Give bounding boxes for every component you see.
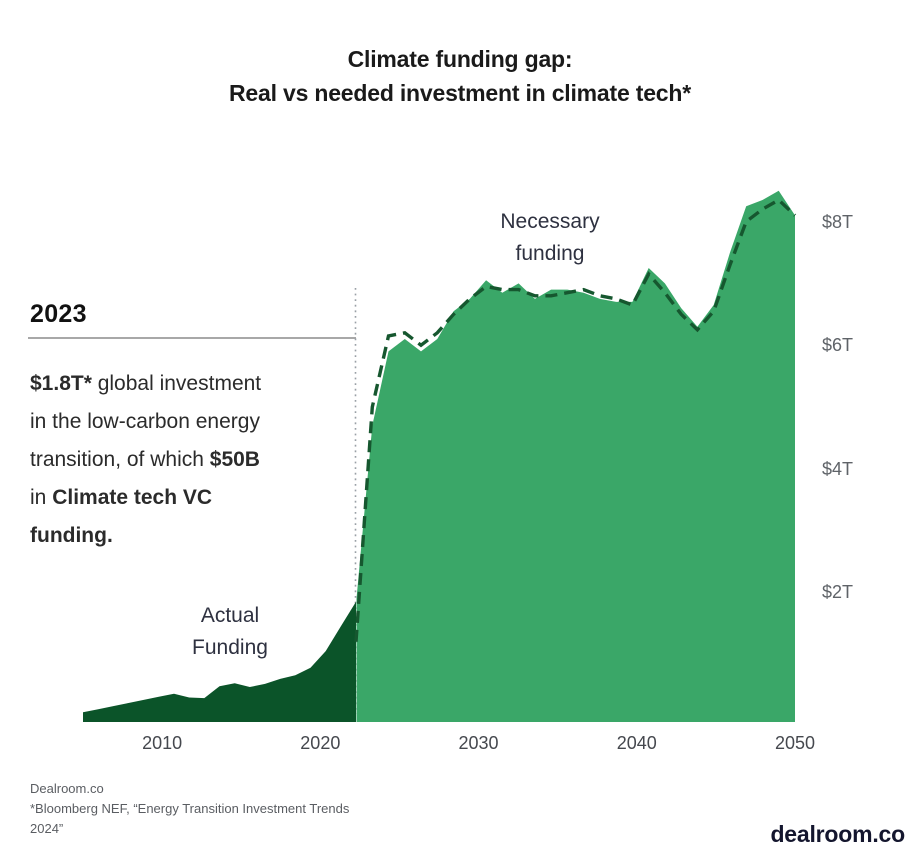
necessary-funding-label-line2: funding <box>515 242 585 265</box>
annotation-paragraph-line: in Climate tech VC <box>30 486 213 509</box>
source-footnote: Dealroom.co *Bloomberg NEF, “Energy Tran… <box>30 779 410 839</box>
source-line2: *Bloomberg NEF, “Energy Transition Inves… <box>30 801 350 816</box>
y-tick-label-6T: $6T <box>822 335 854 356</box>
annotation-paragraph-line: transition, of which $50B <box>30 448 260 471</box>
year-2023-annotation: 2023 $1.8T* global investment in the low-… <box>30 300 360 555</box>
annotation-year-heading: 2023 <box>30 300 87 328</box>
annotation-paragraph-line: $1.8T* global investment <box>30 372 262 395</box>
actual-funding-area <box>83 601 356 722</box>
y-tick-label-2T: $2T <box>822 582 854 603</box>
source-line1: Dealroom.co <box>30 781 104 796</box>
actual-funding-label-line1: Actual <box>200 604 260 627</box>
chart-title-line2: Real vs needed investment in climate tec… <box>229 80 691 106</box>
source-line3: 2024” <box>30 821 64 836</box>
annotation-paragraph: $1.8T* global investment in the low-carbo… <box>30 365 360 555</box>
actual-funding-label: Actual Funding <box>130 600 330 664</box>
chart-title-line1: Climate funding gap: <box>347 46 573 72</box>
annotation-paragraph-line: in the low-carbon energy <box>30 410 260 433</box>
x-tick-label-2010: 2010 <box>142 733 183 753</box>
x-tick-label-2020: 2020 <box>300 733 341 753</box>
actual-funding-label-line2: Funding <box>192 636 268 659</box>
necessary-funding-label: Necessary funding <box>450 206 650 270</box>
necessary-funding-area <box>356 190 795 722</box>
necessary-funding-label-line1: Necessary <box>500 210 600 233</box>
y-tick-label-4T: $4T <box>822 458 854 479</box>
y-tick-label-8T: $8T <box>822 211 854 232</box>
x-tick-label-2050: 2050 <box>774 733 816 753</box>
necessary-funding-dashed-line <box>354 197 797 642</box>
x-tick-label-2040: 2040 <box>616 733 657 753</box>
x-tick-label-2030: 2030 <box>458 733 499 753</box>
dealroom-logo: dealroom.co <box>770 821 905 847</box>
chart-title: Climate funding gap: Real vs needed inve… <box>0 42 920 110</box>
annotation-paragraph-line: funding. <box>30 524 113 547</box>
